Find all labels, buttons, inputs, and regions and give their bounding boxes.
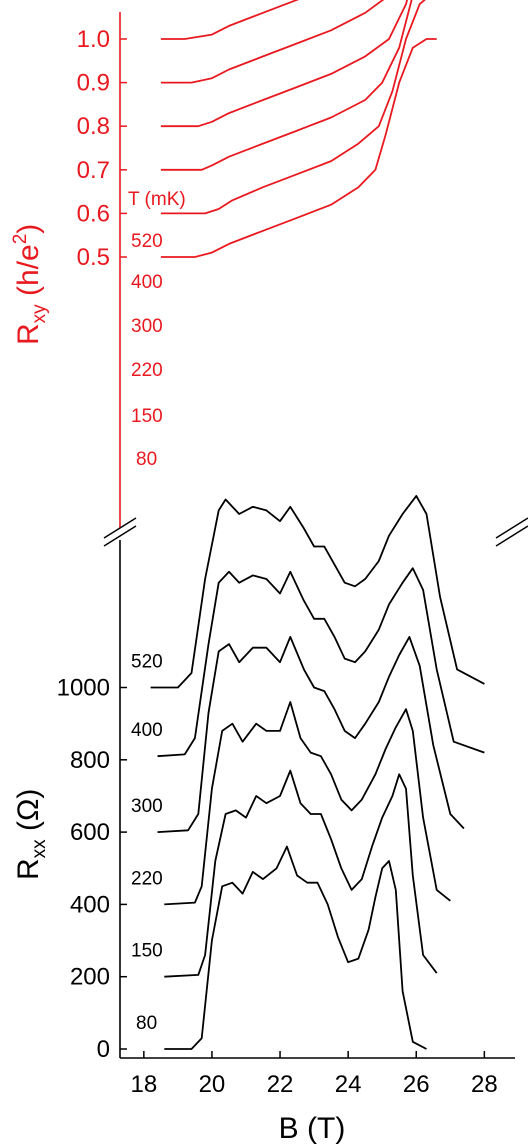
rxx-axis-title-rest: (Ω) xyxy=(12,789,45,840)
rxx-curve xyxy=(157,567,485,758)
b-tick-label: 18 xyxy=(130,1071,157,1098)
rxx-tick-label: 1000 xyxy=(57,675,110,702)
legend-title: T (mK) xyxy=(128,189,186,210)
rxy-tick-label: 0.9 xyxy=(77,70,110,97)
rxy-curve-label: 300 xyxy=(131,316,163,337)
b-tick-label: 20 xyxy=(199,1071,226,1098)
rxy-axis-title-main: R xyxy=(12,323,45,345)
rxy-axis-title: Rxy (h/e2) xyxy=(10,224,50,345)
rxy-tick-label: 1.0 xyxy=(77,26,110,53)
rxx-axis-title: Rxx (Ω) xyxy=(12,789,50,880)
rxx-curves: 520 400 300 220 150 80 xyxy=(131,495,485,1050)
rxx-tick-label: 0 xyxy=(97,1036,110,1063)
rxy-axis-title-sub: xy xyxy=(29,304,50,324)
rxx-axis: 0 200 400 600 800 1000 18 20 22 24 26 28 xyxy=(57,540,515,1098)
break-mark xyxy=(495,517,528,539)
b-axis-title: B (T) xyxy=(279,1112,346,1145)
rxy-curve-label: 80 xyxy=(136,449,157,470)
rxy-axis: 1.0 0.9 0.8 0.7 0.6 0.5 xyxy=(77,12,127,528)
break-mark xyxy=(103,525,137,547)
rxy-curve xyxy=(160,0,300,40)
rxy-axis-title-close: ) xyxy=(12,224,45,234)
rxy-tick-label: 0.7 xyxy=(77,157,110,184)
rxy-curve xyxy=(160,0,385,84)
rxy-curve xyxy=(160,0,413,171)
axis-break-marks xyxy=(103,517,528,547)
rxy-tick-label: 0.8 xyxy=(77,113,110,140)
break-mark xyxy=(103,517,137,539)
b-tick-label: 26 xyxy=(403,1071,430,1098)
rxx-curve xyxy=(164,769,438,978)
rxx-curve-label: 520 xyxy=(131,652,163,673)
rxx-curve xyxy=(150,495,485,689)
rxx-curve-label: 80 xyxy=(136,1013,157,1034)
b-tick-label: 24 xyxy=(335,1071,362,1098)
rxy-curve-label: 150 xyxy=(131,406,163,427)
rxx-axis-title-main: R xyxy=(12,858,45,880)
rxx-curve xyxy=(157,636,465,833)
rxx-curve-label: 220 xyxy=(131,868,163,889)
rxy-axis-title-sup: 2 xyxy=(10,234,31,245)
rxx-curve xyxy=(164,845,427,1050)
rxy-tick-label: 0.5 xyxy=(77,244,110,271)
rxx-axis-title-sub: xx xyxy=(29,839,50,859)
rxy-axis-title-rest: (h/e xyxy=(12,244,45,304)
rxy-curve-label: 220 xyxy=(131,360,163,381)
break-mark xyxy=(495,525,528,547)
rxx-curve xyxy=(164,701,451,906)
rxy-curve xyxy=(160,38,437,258)
rxy-curve xyxy=(160,0,426,215)
rxx-curve-label: 400 xyxy=(131,720,163,741)
rxx-tick-label: 800 xyxy=(70,747,110,774)
rxy-curve-label: 520 xyxy=(131,231,163,252)
rxx-curve-label: 300 xyxy=(131,796,163,817)
b-tick-label: 22 xyxy=(267,1071,294,1098)
rxx-tick-label: 200 xyxy=(70,964,110,991)
b-tick-label: 28 xyxy=(471,1071,498,1098)
rxx-tick-label: 400 xyxy=(70,891,110,918)
rxx-curve-label: 150 xyxy=(131,941,163,962)
rxy-curves: 520 400 300 220 150 80 xyxy=(131,0,437,470)
rxx-tick-label: 600 xyxy=(70,819,110,846)
rxy-curve xyxy=(160,0,409,128)
rxy-tick-label: 0.6 xyxy=(77,200,110,227)
rxy-curve-label: 400 xyxy=(131,272,163,293)
